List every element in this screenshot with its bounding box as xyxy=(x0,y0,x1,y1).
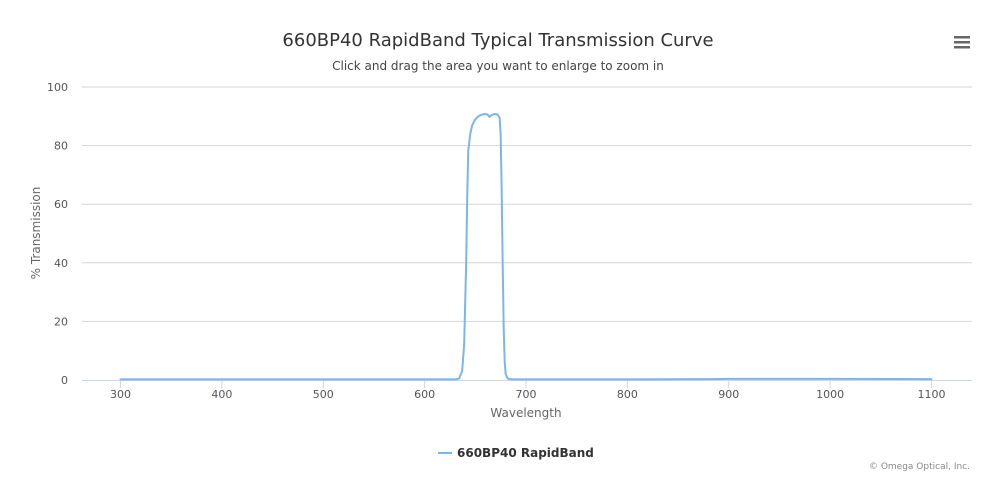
x-tick-label-1000: 1000 xyxy=(816,388,844,401)
x-tick-label-500: 500 xyxy=(313,388,334,401)
chart-subtitle: Click and drag the area you want to enla… xyxy=(332,59,664,73)
y-tick-label-100: 100 xyxy=(47,81,68,94)
credit-text[interactable]: © Omega Optical, Inc. xyxy=(869,462,970,472)
x-tick-label-600: 600 xyxy=(414,388,435,401)
y-tick-label-20: 20 xyxy=(54,315,68,328)
y-tick-label-60: 60 xyxy=(54,198,68,211)
grid-layer xyxy=(82,86,972,322)
x-tick-label-700: 700 xyxy=(515,388,536,401)
x-tick-label-900: 900 xyxy=(718,388,739,401)
x-axis-title: Wavelength xyxy=(490,406,561,420)
y-axis-title: % Transmission xyxy=(29,187,43,280)
x-tick-label-1100: 1100 xyxy=(917,388,945,401)
legend[interactable]: 660BP40 RapidBand xyxy=(438,446,594,460)
hamburger-menu-icon[interactable] xyxy=(948,30,976,54)
x-tick-label-300: 300 xyxy=(110,388,131,401)
y-tick-label-0: 0 xyxy=(61,374,68,387)
x-tick-label-400: 400 xyxy=(211,388,232,401)
chart-title: 660BP40 RapidBand Typical Transmission C… xyxy=(282,30,713,51)
y-axis-ticks: 0 20 40 60 80 100 xyxy=(47,81,68,387)
y-tick-label-80: 80 xyxy=(54,140,68,153)
x-tick-label-800: 800 xyxy=(617,388,638,401)
x-axis-ticks: 300 400 500 600 700 800 900 1000 1100 xyxy=(110,380,945,401)
series-layer[interactable] xyxy=(119,112,933,381)
series-line-0[interactable] xyxy=(119,112,933,381)
legend-series-label[interactable]: 660BP40 RapidBand xyxy=(457,446,594,460)
y-tick-label-40: 40 xyxy=(54,257,68,270)
